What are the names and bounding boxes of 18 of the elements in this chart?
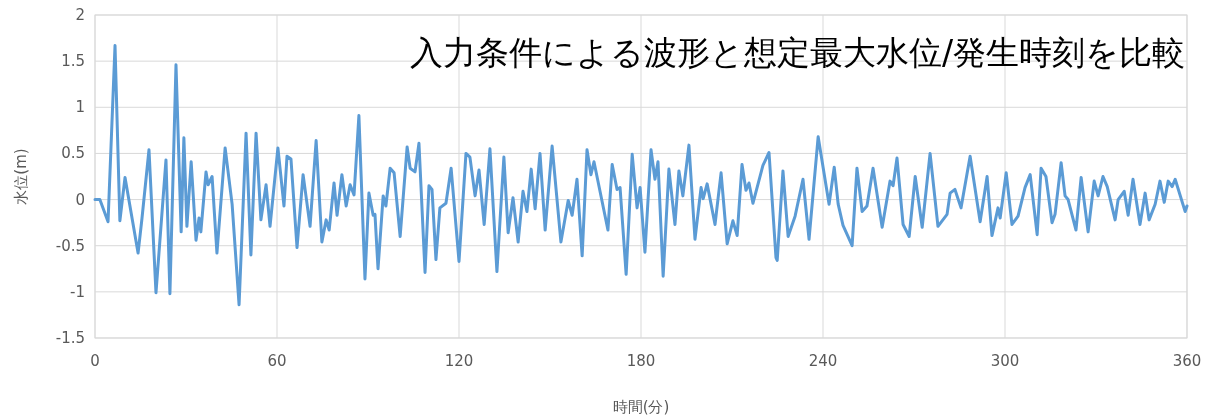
y-tick-label: 0	[75, 190, 85, 209]
y-tick-label: 2	[75, 6, 85, 24]
y-tick-label: 0.5	[61, 144, 85, 163]
x-tick-label: 360	[1172, 352, 1202, 370]
y-axis-title: 水位(m)	[12, 148, 30, 205]
y-tick-label: 1.5	[61, 52, 85, 71]
x-tick-label: 0	[90, 352, 100, 370]
x-tick-label: 60	[267, 352, 287, 370]
y-tick-label: 1	[75, 98, 85, 117]
x-tick-label: 300	[990, 352, 1020, 370]
x-tick-label: 180	[626, 352, 656, 370]
x-tick-label: 120	[444, 352, 474, 370]
y-tick-label: -1.5	[55, 329, 85, 347]
x-tick-label: 240	[808, 352, 838, 370]
x-axis-title: 時間(分)	[612, 398, 670, 416]
y-tick-label: -1	[70, 282, 85, 301]
text: 入力条件による波形と想定最大水位/発生時刻を比較	[409, 33, 1185, 72]
y-tick-label: -0.5	[55, 236, 85, 255]
